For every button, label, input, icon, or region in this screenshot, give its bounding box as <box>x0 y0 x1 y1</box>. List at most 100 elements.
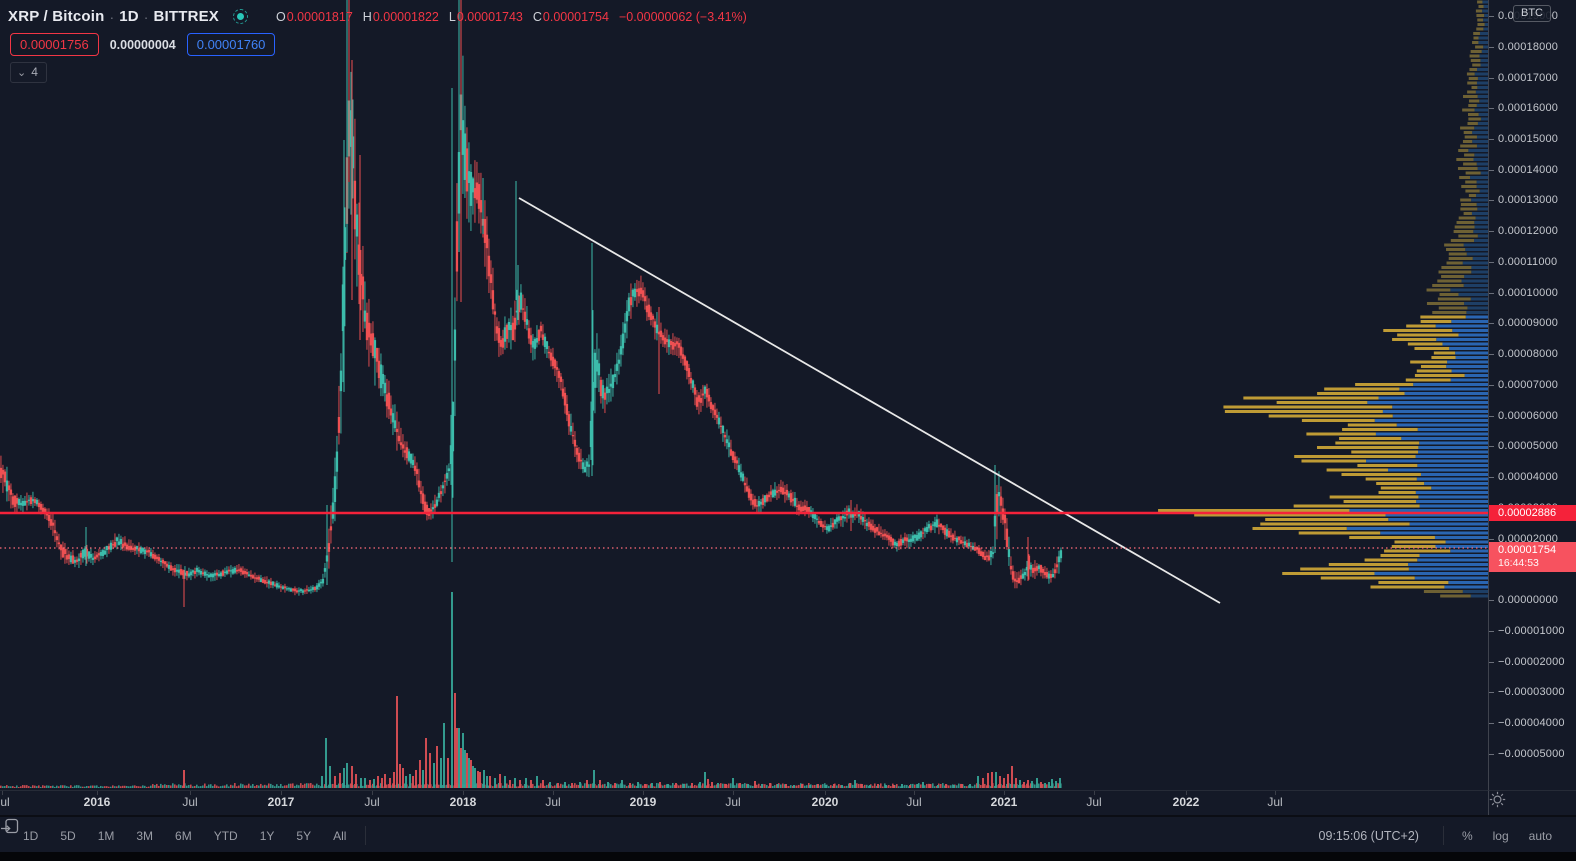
change-value: −0.00000062 (−3.41%) <box>618 9 747 24</box>
percent-scale-button[interactable]: % <box>1461 828 1473 843</box>
price-tick-mark <box>1489 139 1494 140</box>
time-tick-label: 2016 <box>83 795 111 809</box>
clock-label: 09:15:06 (UTC+2) <box>1318 828 1419 843</box>
time-tick-mark <box>825 791 826 795</box>
current-price-value: 0.00001754 <box>1498 544 1557 556</box>
time-tick-label: 2019 <box>629 795 657 809</box>
collapse-chip[interactable]: ⌄ 4 <box>10 62 47 83</box>
time-tick-mark <box>372 791 373 795</box>
time-tick-mark <box>2 791 3 795</box>
time-tick-label: Jul <box>182 795 198 809</box>
candlestick-series <box>0 0 1063 607</box>
range-button-6M[interactable]: 6M <box>175 828 192 843</box>
time-tick-mark <box>1094 791 1095 795</box>
price-tick-mark <box>1489 446 1494 447</box>
range-buttons: 1D 5D 1M 3M 6M YTD 1Y 5Y All <box>12 826 357 846</box>
price-tick-label: 0.00014000 <box>1498 164 1559 176</box>
price-tick-label: 0.00009000 <box>1498 317 1559 329</box>
price-tick-mark <box>1489 200 1494 201</box>
price-tick-label: 0.00005000 <box>1498 440 1559 452</box>
chart-header: XRP / Bitcoin · 1D · BITTREX O 0.0000181… <box>8 8 747 25</box>
price-tick-label: 0.00018000 <box>1498 41 1559 53</box>
volume-profile <box>1158 0 1488 598</box>
bottom-strip <box>0 852 1576 861</box>
price-tick-label: −0.00005000 <box>1498 748 1565 760</box>
log-scale-button[interactable]: log <box>1492 828 1509 843</box>
price-tick-label: −0.00003000 <box>1498 686 1565 698</box>
price-tick-mark <box>1489 293 1494 294</box>
open-key: O <box>276 9 286 24</box>
time-tick-label: Jul <box>906 795 922 809</box>
price-tick-mark <box>1489 170 1494 171</box>
ohlc-row: O 0.00001817 H 0.00001822 L 0.00001743 C… <box>266 10 747 24</box>
range-button-All[interactable]: All <box>333 828 347 843</box>
time-tick-label: 2018 <box>449 795 477 809</box>
time-tick-label: Jul <box>545 795 561 809</box>
close-key: C <box>532 9 542 24</box>
price-tick-mark <box>1489 231 1494 232</box>
price-tick-mark <box>1489 662 1494 663</box>
axis-settings-cell[interactable] <box>1488 790 1576 816</box>
price-tick-mark <box>1489 600 1494 601</box>
price-tick-mark <box>1489 385 1494 386</box>
price-tick-mark <box>1489 78 1494 79</box>
live-status-icon <box>233 9 249 24</box>
price-tick-label: 0.00000000 <box>1498 594 1559 606</box>
bid-ask-row: 0.00001756 0.00000004 0.00001760 <box>10 33 276 56</box>
volume-histogram <box>0 592 1062 788</box>
title-separator: · <box>109 8 115 25</box>
price-tick-mark <box>1489 108 1494 109</box>
price-tick-label: −0.00004000 <box>1498 717 1565 729</box>
gear-icon[interactable] <box>1489 791 1506 808</box>
price-tick-mark <box>1489 477 1494 478</box>
price-tick-label: 0.00016000 <box>1498 102 1559 114</box>
symbol-title[interactable]: XRP / Bitcoin <box>8 8 105 25</box>
price-tick-label: 0.00011000 <box>1498 256 1558 268</box>
high-key: H <box>362 9 372 24</box>
time-tick-mark <box>1186 791 1187 795</box>
interval-label[interactable]: 1D <box>119 8 139 25</box>
bar-countdown: 16:44:53 <box>1498 557 1539 569</box>
time-tick-mark <box>97 791 98 795</box>
toolbar-divider <box>365 826 367 845</box>
price-tick-mark <box>1489 692 1494 693</box>
range-button-1M[interactable]: 1M <box>97 828 115 843</box>
range-button-5D[interactable]: 5D <box>60 828 76 843</box>
auto-scale-button[interactable]: auto <box>1528 828 1552 843</box>
time-axis[interactable]: Jul 2016 Jul 2017 Jul 2018 Jul 2019 Jul 2020 Jul 20… <box>0 790 1488 816</box>
range-button-1Y[interactable]: 1Y <box>259 828 275 843</box>
currency-badge[interactable]: BTC <box>1513 5 1551 22</box>
exchange-label: BITTREX <box>153 8 220 25</box>
price-tick-label: −0.00002000 <box>1498 656 1565 668</box>
time-tick-mark <box>463 791 464 795</box>
price-tick-mark <box>1489 47 1494 48</box>
range-button-5Y[interactable]: 5Y <box>296 828 312 843</box>
time-tick-mark <box>190 791 191 795</box>
sell-button[interactable]: 0.00001756 <box>10 33 99 56</box>
time-tick-mark <box>914 791 915 795</box>
price-tick-label: 0.00012000 <box>1498 225 1559 237</box>
time-tick-label: Jul <box>1267 795 1283 809</box>
price-tick-label: 0.00013000 <box>1498 194 1559 206</box>
close-value: 0.00001754 <box>542 9 609 24</box>
buy-button[interactable]: 0.00001760 <box>186 33 276 56</box>
price-tick-label: 0.00004000 <box>1498 471 1559 483</box>
title-separator: · <box>143 8 149 25</box>
low-value: 0.00001743 <box>456 9 523 24</box>
time-tick-mark <box>1275 791 1276 795</box>
price-tick-label: 0.00007000 <box>1498 379 1559 391</box>
price-tick-mark <box>1489 262 1494 263</box>
range-button-1D[interactable]: 1D <box>23 828 39 843</box>
price-tick-label: 0.00006000 <box>1498 410 1559 422</box>
resistance-price-label: 0.00002886 <box>1489 505 1576 521</box>
time-tick-label: Jul <box>725 795 741 809</box>
price-tick-label: 0.00017000 <box>1498 72 1559 84</box>
descending-trendline[interactable] <box>518 197 1221 604</box>
price-axis[interactable]: 0.000190000.000180000.000170000.00016000… <box>1488 0 1576 790</box>
range-button-3M[interactable]: 3M <box>136 828 154 843</box>
time-tick-mark <box>643 791 644 795</box>
range-button-YTD[interactable]: YTD <box>213 828 238 843</box>
price-tick-mark <box>1489 416 1494 417</box>
